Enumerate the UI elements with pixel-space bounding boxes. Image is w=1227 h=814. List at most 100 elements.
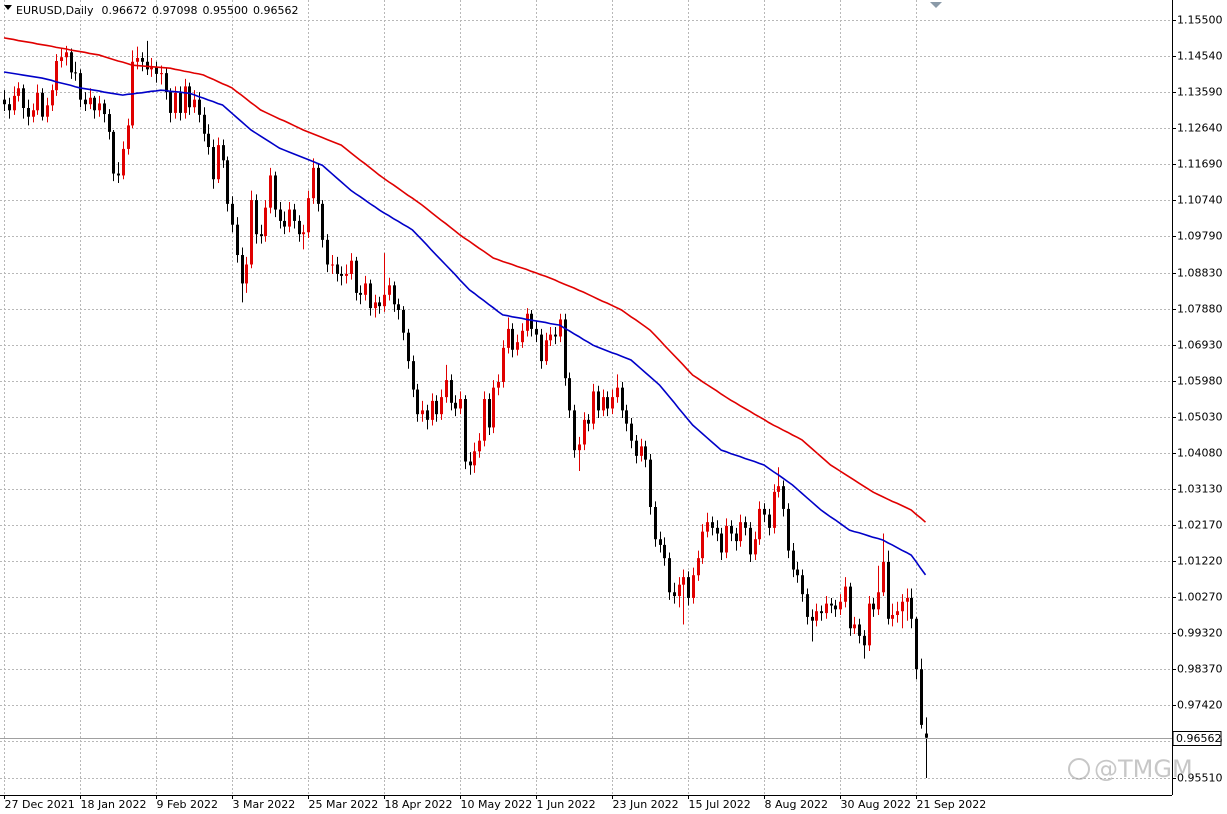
candle-body — [834, 605, 837, 610]
candle-body — [312, 167, 315, 199]
y-tick-label: 1.13590 — [1177, 86, 1223, 99]
candle-body — [402, 309, 405, 333]
candle-body — [359, 292, 362, 295]
y-tick-label: 0.95510 — [1177, 772, 1223, 785]
menu-triangle[interactable] — [4, 5, 12, 10]
candle-body — [264, 207, 267, 237]
candle-body — [8, 104, 11, 111]
candle-body — [241, 255, 244, 284]
candle-body — [649, 459, 652, 508]
candle-body — [478, 440, 481, 452]
candle-body — [65, 52, 68, 58]
candle-body — [207, 133, 210, 148]
candle-body — [383, 294, 386, 307]
candle-body — [578, 444, 581, 451]
candle-body — [906, 597, 909, 602]
candle-body — [825, 603, 828, 614]
candle-body — [497, 381, 500, 388]
candle-body — [179, 92, 182, 113]
candle-body — [868, 603, 871, 646]
y-tick-label: 0.99320 — [1177, 627, 1223, 640]
candle-body — [659, 539, 662, 545]
candle-body — [160, 73, 163, 75]
candle-body — [407, 332, 410, 362]
candle-body — [293, 209, 296, 221]
candle-body — [74, 72, 77, 74]
candle-body — [27, 107, 30, 117]
candle-body — [321, 203, 324, 240]
candle-body — [796, 569, 799, 576]
x-tick-label: 21 Sep 2022 — [917, 798, 987, 811]
y-tick-label: 1.00270 — [1177, 591, 1223, 604]
ohlc-label: 0.96672 — [101, 4, 147, 17]
y-tick-label: 1.08830 — [1177, 267, 1223, 280]
candle-body — [269, 175, 272, 208]
candle-body — [250, 200, 253, 265]
candle-body — [46, 105, 49, 117]
candle-body — [545, 340, 548, 362]
candle-body — [635, 440, 638, 456]
moving-average-line — [3, 37, 927, 523]
candle-body — [236, 224, 239, 256]
candle-body — [792, 550, 795, 570]
candle-body — [279, 209, 282, 221]
candle-body — [174, 92, 177, 113]
candle-body — [331, 264, 334, 266]
candle-body — [450, 380, 453, 403]
candle-body — [51, 90, 54, 106]
candle-body — [568, 378, 571, 411]
candle-body — [915, 618, 918, 670]
candle-body — [749, 527, 752, 555]
y-tick-label: 1.01220 — [1177, 555, 1223, 568]
candle-body — [440, 397, 443, 415]
chart-header: EURUSD,Daily 0.96672 0.97098 0.95500 0.96562 — [16, 4, 298, 17]
candle-body — [421, 410, 424, 415]
candle-body — [901, 601, 904, 612]
x-tick-label: 15 Jul 2022 — [689, 798, 751, 811]
candle-body — [616, 387, 619, 398]
candle-body — [640, 446, 643, 456]
axes: 1.15500 1.14540 1.13590 1.12640 1.11690 1.107… — [4, 14, 1223, 811]
candle-body — [127, 125, 130, 149]
candle-body — [473, 451, 476, 466]
candle-body — [787, 508, 790, 551]
candle-body — [70, 52, 73, 73]
candle-body — [815, 611, 818, 621]
candle-body — [644, 446, 647, 460]
candle-body — [416, 389, 419, 415]
candle-body — [687, 577, 690, 598]
y-tick-label: 1.06930 — [1177, 339, 1223, 352]
ohlc-label: 0.95500 — [202, 4, 248, 17]
candle-body — [678, 584, 681, 597]
candle-body — [754, 539, 757, 555]
candle-body — [326, 239, 329, 265]
candle-body — [307, 198, 310, 233]
candle-body — [573, 410, 576, 451]
candle-body — [388, 285, 391, 295]
candle-body — [431, 400, 434, 420]
candle-body — [853, 624, 856, 629]
candle-body — [511, 328, 514, 350]
y-tick-label: 1.05980 — [1177, 375, 1223, 388]
candle-body — [412, 361, 415, 390]
ohlc-label: 0.96562 — [253, 4, 299, 17]
y-tick-label: 0.97420 — [1177, 699, 1223, 712]
candle-body — [877, 592, 880, 610]
candle-body — [32, 110, 35, 117]
y-tick-label: 1.04080 — [1177, 447, 1223, 460]
y-tick-label: 1.11690 — [1177, 158, 1223, 171]
candle-body — [188, 86, 191, 108]
candle-body — [630, 423, 633, 441]
candle-body — [117, 173, 120, 176]
candle-body — [611, 397, 614, 409]
x-tick-label: 10 May 2022 — [461, 798, 533, 811]
candle-body — [89, 97, 92, 105]
candle-body — [17, 88, 20, 96]
candle-body — [483, 399, 486, 441]
y-tick-label: 1.14540 — [1177, 50, 1223, 63]
candle-body — [763, 508, 766, 515]
candle-body — [98, 103, 101, 111]
grid — [0, 0, 1172, 795]
candle-body — [435, 400, 438, 415]
y-tick-label: 1.12640 — [1177, 122, 1223, 135]
